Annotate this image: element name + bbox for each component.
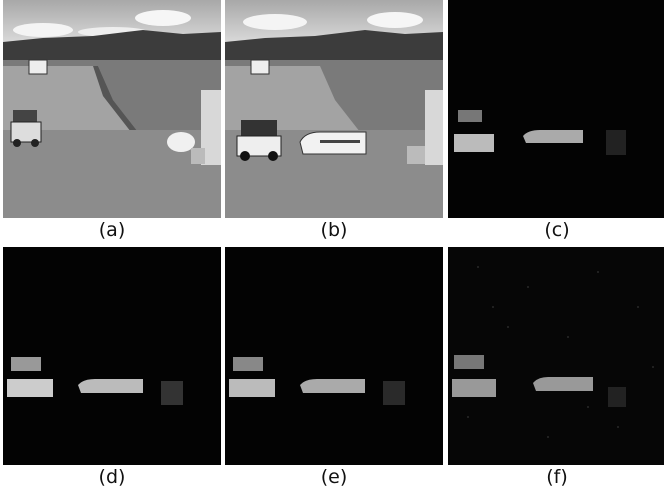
figure: (a) (b) (c) (d) (e) (f) [0, 0, 664, 494]
panel-label: (e) [225, 466, 443, 488]
panel-label: (b) [225, 219, 443, 241]
photo-a [3, 0, 221, 218]
panel-label: (d) [3, 466, 221, 488]
panel-label: (a) [3, 219, 221, 241]
photo-e [225, 247, 443, 465]
photo-f [448, 247, 664, 465]
panel-label: (c) [448, 219, 664, 241]
panel-label: (f) [448, 466, 664, 488]
photo-b [225, 0, 443, 218]
photo-c [448, 0, 664, 218]
photo-d [3, 247, 221, 465]
